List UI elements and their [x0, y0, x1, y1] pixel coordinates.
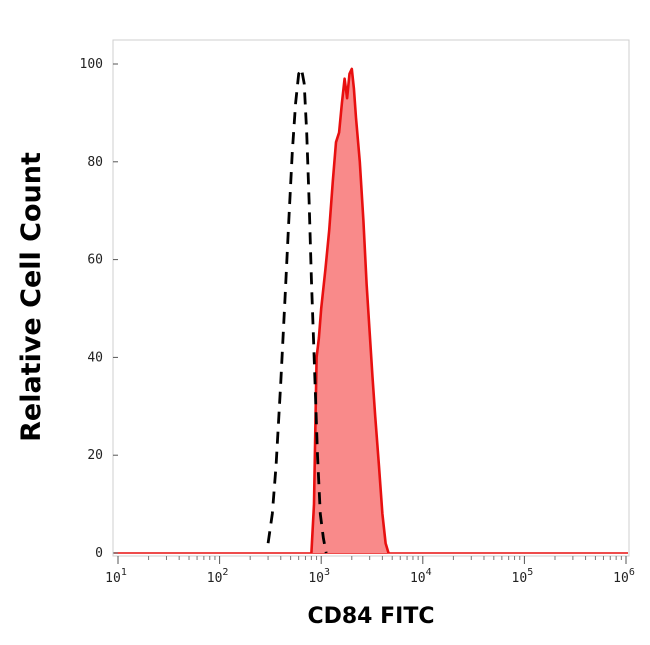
series-layer	[114, 67, 628, 554]
x-tick-exponent: 2	[222, 567, 228, 578]
x-tick-label: 106	[613, 567, 635, 586]
y-tick-label: 60	[87, 253, 103, 268]
x-axis: 101 102 103 104 105 106	[105, 556, 635, 586]
x-tick-exponent: 3	[324, 567, 330, 578]
isotype-control-line	[266, 67, 328, 554]
x-tick-base: 10	[410, 571, 426, 586]
plot-frame	[112, 39, 630, 557]
y-axis-title: Relative Cell Count	[16, 152, 47, 442]
x-tick-label: 101	[105, 567, 127, 586]
y-tick-label: 0	[95, 546, 103, 561]
x-tick-exponent: 1	[121, 567, 127, 578]
x-tick-label: 102	[207, 567, 229, 586]
x-tick-label: 103	[308, 567, 330, 586]
stained-histogram-fill	[311, 68, 389, 554]
y-tick-label: 80	[87, 155, 103, 170]
y-tick-label: 100	[80, 57, 103, 72]
x-tick-base: 10	[308, 571, 324, 586]
x-tick-base: 10	[105, 571, 121, 586]
x-tick-exponent: 5	[527, 567, 533, 578]
x-tick-base: 10	[512, 571, 528, 586]
x-tick-base: 10	[207, 571, 223, 586]
x-tick-label: 104	[410, 567, 432, 586]
x-tick-exponent: 6	[629, 567, 635, 578]
x-tick-base: 10	[613, 571, 629, 586]
x-tick-exponent: 4	[426, 567, 432, 578]
stained-histogram-line	[310, 67, 390, 554]
y-tick-label: 20	[87, 448, 103, 463]
x-tick-label: 105	[512, 567, 534, 586]
y-tick-label: 40	[87, 350, 103, 365]
y-axis: 0 20 40 60 80 100	[80, 57, 118, 561]
x-axis-title: CD84 FITC	[307, 604, 434, 629]
